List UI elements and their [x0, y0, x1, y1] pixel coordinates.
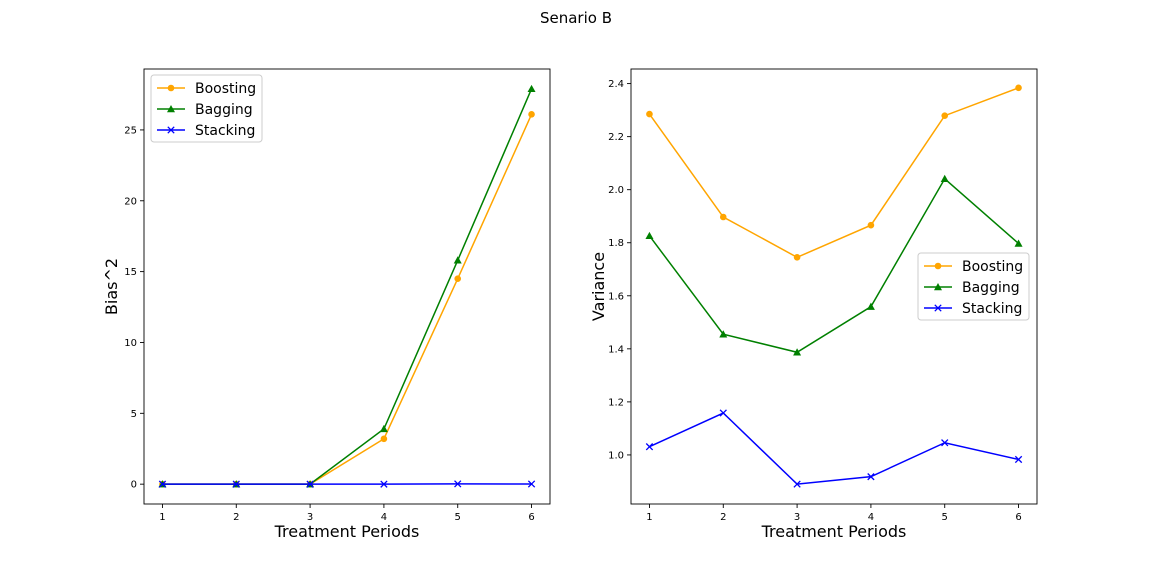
data-point — [1015, 84, 1022, 92]
data-point — [719, 213, 727, 221]
series-bagging — [158, 84, 536, 488]
legend-label: Stacking — [962, 301, 1022, 317]
data-point — [940, 174, 949, 183]
legend-marker — [934, 304, 942, 312]
data-point — [453, 256, 462, 264]
y-tick-label: 2.4 — [608, 79, 624, 90]
y-tick-label: 10 — [124, 338, 137, 349]
x-tick-label: 5 — [942, 512, 948, 523]
data-point — [719, 409, 727, 417]
data-point — [941, 439, 949, 447]
data-point — [306, 480, 314, 488]
data-point — [645, 443, 654, 451]
legend-label: Boosting — [962, 259, 1023, 275]
y-axis-label: Bias^2 — [102, 258, 121, 315]
x-tick-label: 2 — [233, 512, 239, 523]
x-tick-label: 2 — [720, 512, 726, 523]
y-tick-label: 0 — [131, 480, 137, 491]
y-tick-label: 25 — [124, 125, 137, 136]
legend-label: Boosting — [195, 81, 256, 97]
data-point — [645, 231, 654, 240]
x-tick-label: 3 — [307, 512, 313, 523]
legend: Boosting Bagging Stacking — [917, 252, 1030, 321]
y-tick-label: 1.6 — [608, 291, 624, 302]
x-axis-label: Treatment Periods — [274, 522, 420, 541]
x-tick-label: 1 — [646, 512, 652, 523]
x-tick-label: 6 — [528, 512, 534, 523]
chart-panel-1: 1 2 3 4 5 6 0 5 10 15 20 25 Treatment Periods Bias^2 B… — [102, 68, 551, 541]
series-line — [648, 177, 1020, 354]
series-line — [648, 87, 1019, 259]
data-point — [941, 112, 949, 119]
x-tick-label: 5 — [455, 512, 461, 523]
y-tick-label: 1.2 — [608, 397, 624, 408]
data-point — [1014, 239, 1023, 247]
series-boosting — [159, 111, 535, 488]
data-point — [866, 302, 875, 310]
legend-marker — [934, 283, 942, 291]
data-point — [867, 473, 875, 481]
legend-label: Bagging — [962, 280, 1020, 296]
legend-marker — [167, 126, 175, 134]
data-point — [379, 424, 388, 433]
legend-label: Bagging — [195, 102, 253, 118]
x-tick-label: 1 — [159, 512, 165, 523]
legend-label: Stacking — [195, 123, 255, 139]
series-line — [162, 114, 533, 485]
data-point — [158, 480, 167, 488]
x-tick-label: 4 — [868, 512, 874, 523]
data-point — [719, 330, 728, 338]
plot-frame — [143, 68, 551, 505]
y-tick-label: 5 — [131, 409, 137, 420]
data-point — [527, 84, 536, 93]
data-point — [380, 435, 388, 443]
series-boosting — [646, 84, 1022, 261]
data-point — [1014, 455, 1023, 464]
series-stacking — [645, 409, 1023, 488]
data-point — [793, 348, 802, 356]
plot-frame — [630, 68, 1038, 505]
legend-box — [150, 74, 263, 143]
x-tick-label: 6 — [1015, 512, 1021, 523]
y-tick-label: 1.0 — [608, 450, 624, 461]
legend-marker — [934, 262, 942, 270]
data-point — [232, 480, 240, 488]
y-tick-label: 20 — [124, 196, 137, 207]
y-axis-label: Variance — [589, 252, 608, 321]
data-point — [380, 480, 388, 488]
chart-panel-2: 1 2 3 4 5 6 1.0 1.2 1.4 1.6 1.8 2.0 2.2 2.4 Treatment … — [589, 68, 1038, 541]
legend-marker — [167, 105, 175, 113]
x-axis-label: Treatment Periods — [761, 522, 907, 541]
data-point — [793, 480, 801, 488]
series-stacking — [158, 480, 536, 488]
y-tick-label: 2.2 — [608, 132, 624, 143]
figure-title: Senario B — [539, 9, 613, 27]
x-tick-label: 3 — [794, 512, 800, 523]
data-point — [454, 275, 462, 283]
x-tick-label: 4 — [381, 512, 387, 523]
series-line — [649, 412, 1019, 485]
y-tick-label: 1.4 — [608, 344, 624, 355]
data-point — [867, 221, 875, 229]
series-line — [162, 88, 533, 485]
data-point — [528, 111, 535, 118]
legend-box — [917, 252, 1030, 321]
y-tick-label: 2.0 — [608, 185, 624, 196]
data-point — [793, 254, 801, 261]
legend: Boosting Bagging Stacking — [150, 74, 263, 143]
legend-marker — [167, 84, 175, 92]
y-tick-label: 15 — [124, 267, 137, 278]
data-point — [527, 480, 536, 488]
y-tick-label: 1.8 — [608, 238, 624, 249]
data-point — [646, 110, 653, 118]
data-point — [454, 480, 462, 488]
series-bagging — [645, 174, 1023, 356]
